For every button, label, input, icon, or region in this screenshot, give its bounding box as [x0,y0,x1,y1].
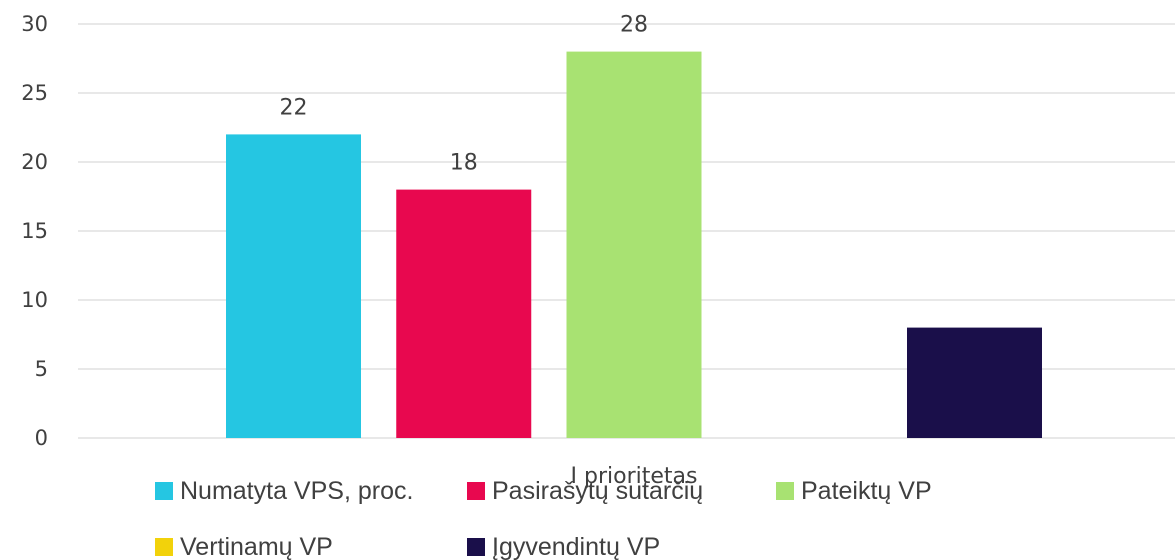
legend-item: Pasirašytų sutarčių [467,477,703,505]
category-label: I prioritetas [571,464,698,489]
y-tick-label: 15 [21,219,48,243]
data-label: 22 [280,95,308,120]
bar [907,327,1042,438]
y-tick-label: 25 [21,81,48,105]
legend-item: Pateiktų VP [776,477,932,505]
data-label: 18 [450,151,478,176]
x-axis-categories: I prioritetas [571,464,698,489]
legend-item: Įgyvendintų VP [467,533,660,560]
legend: Numatyta VPS, proc. Pasirašytų sutarčių Pa… [155,477,932,560]
y-tick-label: 5 [35,357,48,381]
legend-item: Numatyta VPS, proc. [155,477,413,505]
bar [226,134,361,438]
y-tick-label: 10 [21,288,48,312]
legend-label: Pasirašytų sutarčių [492,477,703,505]
y-tick-label: 20 [21,150,48,174]
legend-swatch [467,538,485,556]
legend-item: Vertinamų VP [155,533,333,560]
legend-label: Įgyvendintų VP [492,533,660,560]
legend-label: Vertinamų VP [180,533,333,560]
legend-swatch [155,538,173,556]
bar [566,51,702,438]
data-labels: 22 18 28 [280,13,649,176]
legend-swatch [776,482,794,500]
legend-swatch [155,482,173,500]
y-tick-label: 0 [35,426,48,450]
data-label: 28 [620,13,648,38]
bars [226,51,1042,438]
legend-label: Numatyta VPS, proc. [180,477,413,505]
bar [396,189,532,438]
legend-swatch [467,482,485,500]
y-tick-label: 30 [21,12,48,36]
y-axis-ticks: 0 5 10 15 20 25 30 [21,12,48,450]
legend-label: Pateiktų VP [801,477,932,505]
